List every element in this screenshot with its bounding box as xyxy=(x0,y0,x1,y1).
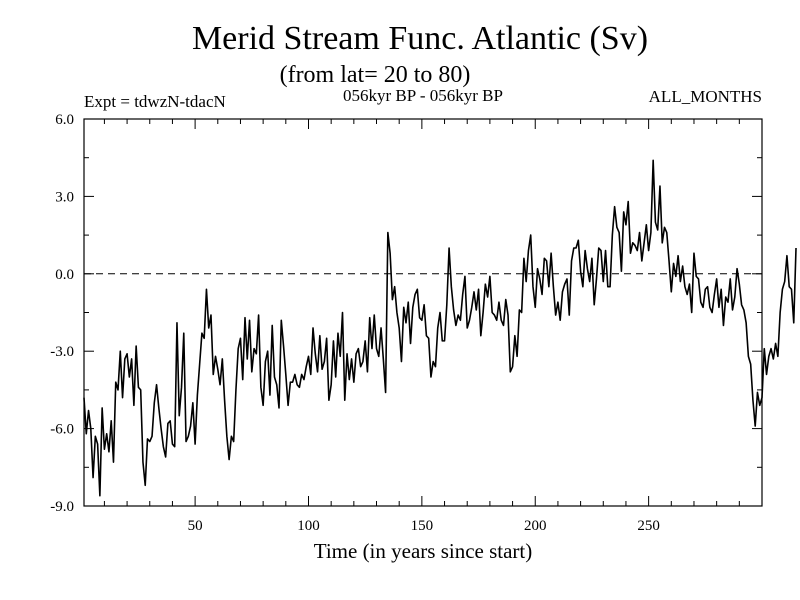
y-tick-label: -9.0 xyxy=(50,499,74,515)
x-tick-label: 100 xyxy=(297,518,320,534)
x-tick-label: 150 xyxy=(411,518,434,534)
x-axis-label: Time (in years since start) xyxy=(314,539,533,563)
header-right: ALL_MONTHS xyxy=(649,87,762,106)
plot-frame xyxy=(83,118,763,507)
header-left: Expt = tdwzN-tdacN xyxy=(84,92,226,111)
y-tick-label: 6.0 xyxy=(55,112,74,128)
tick-labels: 50 100 150 200 250 -9.0 -6.0 -3.0 0.0 3.0 6.0 xyxy=(50,112,660,534)
x-tick-label: 50 xyxy=(188,518,203,534)
y-tick-label: -3.0 xyxy=(50,344,74,360)
header-center: 056kyr BP - 056kyr BP xyxy=(343,86,503,105)
chart-subtitle: (from lat= 20 to 80) xyxy=(280,62,471,88)
y-tick-label: 3.0 xyxy=(55,189,74,205)
y-tick-label: -6.0 xyxy=(50,422,74,438)
series-line xyxy=(83,159,797,497)
x-tick-label: 250 xyxy=(637,518,660,534)
x-tick-label: 200 xyxy=(524,518,547,534)
axis-ticks xyxy=(84,118,762,507)
y-tick-label: 0.0 xyxy=(55,267,74,283)
chart-title: Merid Stream Func. Atlantic (Sv) xyxy=(192,20,648,57)
